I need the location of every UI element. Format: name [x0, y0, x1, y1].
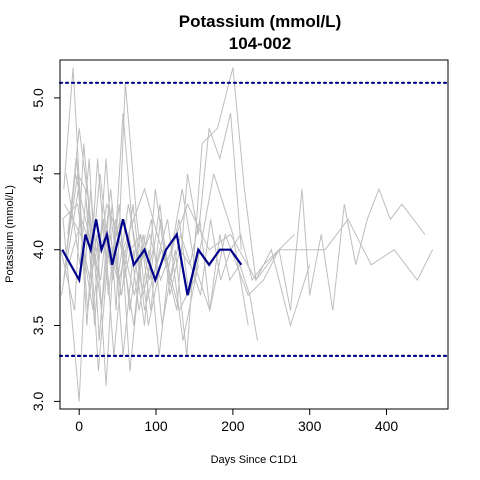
y-tick-label: 5.0: [30, 88, 46, 108]
y-tick-label: 4.0: [30, 240, 46, 260]
background-series-line-12: [60, 143, 146, 356]
highlight-series-line: [61, 219, 243, 296]
x-tick-label: 300: [298, 418, 322, 434]
y-axis-label: Potassium (mmol/L): [4, 185, 16, 283]
chart-title: Potassium (mmol/L): [179, 12, 341, 31]
highlight-series-group: [61, 219, 243, 296]
y-tick-label: 4.5: [30, 164, 46, 184]
x-tick-label: 100: [144, 418, 168, 434]
background-series-group: [60, 67, 434, 402]
y-tick-label: 3.0: [30, 391, 46, 411]
x-axis: 0 100 200 300 400: [75, 409, 398, 434]
background-series-line-6: [66, 82, 249, 326]
plot-frame: [59, 59, 449, 410]
x-axis-label: Days Since C1D1: [211, 454, 298, 466]
background-series-line-9: [61, 188, 162, 387]
background-series-line-11: [68, 188, 295, 311]
x-tick-label: 400: [375, 418, 399, 434]
chart-subtitle: 104-002: [229, 34, 291, 53]
x-tick-label: 0: [75, 418, 83, 434]
y-axis: 3.0 3.5 4.0 4.5 5.0: [30, 88, 60, 411]
background-series-line-10: [65, 158, 200, 356]
x-tick-label: 200: [221, 418, 245, 434]
y-tick-label: 3.5: [30, 316, 46, 336]
reference-lines-group: [58, 81, 450, 357]
